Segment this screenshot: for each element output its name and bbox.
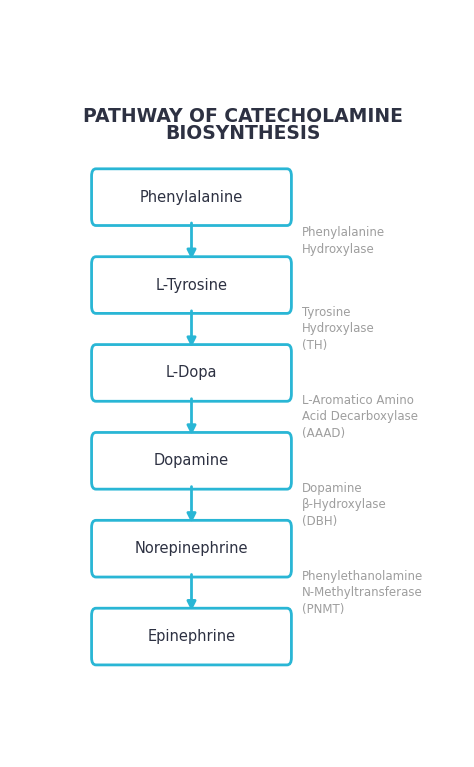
FancyBboxPatch shape <box>91 169 292 225</box>
Text: L-Aromatico Amino
Acid Decarboxylase
(AAAD): L-Aromatico Amino Acid Decarboxylase (AA… <box>301 394 418 439</box>
Text: PATHWAY OF CATECHOLAMINE: PATHWAY OF CATECHOLAMINE <box>83 107 403 127</box>
Text: Phenylethanolamine
N-Methyltransferase
(PNMT): Phenylethanolamine N-Methyltransferase (… <box>301 570 423 616</box>
Text: Dopamine
β-Hydroxylase
(DBH): Dopamine β-Hydroxylase (DBH) <box>301 482 386 528</box>
Text: Dopamine: Dopamine <box>154 453 229 469</box>
FancyBboxPatch shape <box>91 433 292 489</box>
Text: BIOSYNTHESIS: BIOSYNTHESIS <box>165 124 320 143</box>
Text: L-Tyrosine: L-Tyrosine <box>155 278 228 292</box>
Text: Phenylalanine: Phenylalanine <box>140 189 243 205</box>
Text: Epinephrine: Epinephrine <box>147 629 236 644</box>
FancyBboxPatch shape <box>91 608 292 665</box>
Text: Phenylalanine
Hydroxylase: Phenylalanine Hydroxylase <box>301 226 385 256</box>
FancyBboxPatch shape <box>91 257 292 314</box>
Text: L-Dopa: L-Dopa <box>166 365 217 380</box>
Text: Tyrosine
Hydroxylase
(TH): Tyrosine Hydroxylase (TH) <box>301 306 374 352</box>
FancyBboxPatch shape <box>91 344 292 401</box>
Text: Norepinephrine: Norepinephrine <box>135 542 248 556</box>
FancyBboxPatch shape <box>91 520 292 577</box>
